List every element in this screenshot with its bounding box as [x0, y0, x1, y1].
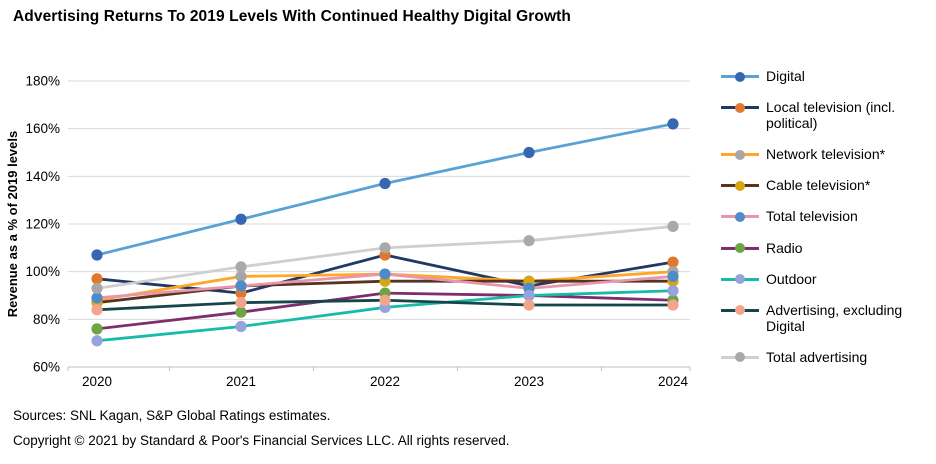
- series-marker-digital: [667, 118, 679, 130]
- legend-item-network-television: Network television*: [721, 146, 933, 162]
- series-marker-outdoor: [523, 289, 535, 302]
- y-tick-label: 60%: [33, 360, 60, 375]
- legend-item-outdoor: Outdoor: [721, 271, 933, 287]
- series-marker-outdoor: [91, 335, 103, 347]
- series-marker-advertising-excluding-digital: [235, 297, 247, 309]
- legend-marker-icon: [735, 211, 745, 222]
- legend-label: Cable television*: [766, 177, 871, 194]
- y-axis-title: Revenue as a % of 2019 levels: [5, 131, 20, 317]
- legend-swatch-icon: [721, 302, 759, 318]
- series-marker-outdoor: [667, 285, 679, 297]
- legend-swatch-icon: [721, 271, 759, 287]
- legend-item-total-advertising: Total advertising: [721, 349, 933, 365]
- legend-swatch-icon: [721, 240, 759, 256]
- legend-marker-icon: [735, 180, 745, 191]
- copyright-note: Copyright © 2021 by Standard & Poor's Fi…: [13, 433, 510, 448]
- legend-item-cable-television: Cable television*: [721, 177, 933, 193]
- series-marker-total-advertising: [235, 261, 247, 273]
- legend-label: Local television (incl. political): [766, 99, 896, 132]
- legend-item-digital: Digital: [721, 68, 933, 84]
- y-tick-label: 160%: [25, 121, 60, 136]
- series-marker-radio: [235, 306, 247, 318]
- series-marker-total-television: [91, 292, 103, 304]
- series-marker-outdoor: [235, 320, 247, 333]
- y-tick-label: 100%: [25, 264, 60, 279]
- x-tick-label: 2021: [226, 374, 256, 389]
- sources-note: Sources: SNL Kagan, S&P Global Ratings e…: [13, 408, 331, 423]
- series-marker-digital: [379, 177, 391, 190]
- legend-swatch-icon: [721, 146, 759, 162]
- legend-marker-icon: [735, 149, 745, 160]
- series-marker-radio: [91, 323, 103, 335]
- series-marker-total-television: [379, 268, 391, 280]
- x-tick-label: 2022: [370, 374, 400, 389]
- legend-swatch-icon: [721, 99, 759, 115]
- legend-marker-icon: [735, 243, 745, 254]
- y-tick-label: 120%: [25, 217, 60, 232]
- series-marker-total-advertising: [667, 220, 679, 232]
- legend-item-total-television: Total television: [721, 208, 933, 224]
- legend-label: Advertising, excluding Digital: [766, 301, 903, 334]
- x-tick-label: 2023: [514, 374, 544, 389]
- series-marker-advertising-excluding-digital: [667, 299, 679, 311]
- series-marker-local-television-incl-political: [667, 256, 679, 268]
- legend-swatch-icon: [721, 68, 759, 84]
- series-marker-digital: [523, 146, 535, 159]
- series-marker-total-advertising: [379, 242, 391, 254]
- chart-legend: Digital Local television (incl. political…: [721, 68, 933, 365]
- legend-marker-icon: [735, 352, 745, 363]
- legend-item-advertising-excluding-digital: Advertising, excluding Digital: [721, 302, 933, 334]
- legend-label: Network television*: [766, 146, 886, 163]
- series-marker-advertising-excluding-digital: [91, 304, 103, 316]
- legend-marker-icon: [735, 305, 745, 316]
- legend-label: Total television: [766, 208, 858, 225]
- legend-marker-icon: [735, 274, 745, 285]
- chart-title: Advertising Returns To 2019 Levels With …: [13, 8, 571, 25]
- series-marker-total-advertising: [523, 235, 535, 247]
- series-marker-digital: [91, 249, 103, 261]
- series-marker-total-television: [667, 270, 679, 283]
- series-marker-advertising-excluding-digital: [523, 299, 535, 311]
- x-tick-label: 2024: [658, 374, 689, 389]
- series-marker-network-television: [235, 270, 247, 283]
- legend-swatch-icon: [721, 177, 759, 193]
- x-tick-label: 2020: [82, 374, 112, 389]
- legend-swatch-icon: [721, 349, 759, 365]
- y-tick-label: 180%: [25, 74, 60, 89]
- series-marker-total-television: [235, 280, 247, 292]
- series-marker-total-advertising: [91, 282, 103, 294]
- line-chart-plot: 60% 80% 100% 120% 140% 160% 180% 2020 2021 2022 20…: [5, 74, 691, 389]
- series-marker-digital: [235, 213, 247, 225]
- legend-label: Digital: [766, 68, 805, 84]
- legend-label: Radio: [766, 239, 803, 256]
- legend-label: Outdoor: [766, 270, 817, 287]
- legend-item-local-television-incl-political: Local television (incl. political): [721, 99, 933, 131]
- y-tick-label: 140%: [25, 169, 60, 184]
- legend-marker-icon: [735, 71, 745, 82]
- series-marker-advertising-excluding-digital: [379, 294, 391, 306]
- legend-item-radio: Radio: [721, 240, 933, 256]
- series-marker-local-television-incl-political: [91, 273, 103, 285]
- y-tick-label: 80%: [33, 312, 60, 327]
- legend-marker-icon: [735, 102, 745, 113]
- legend-label: Total advertising: [766, 348, 868, 365]
- legend-swatch-icon: [721, 208, 759, 224]
